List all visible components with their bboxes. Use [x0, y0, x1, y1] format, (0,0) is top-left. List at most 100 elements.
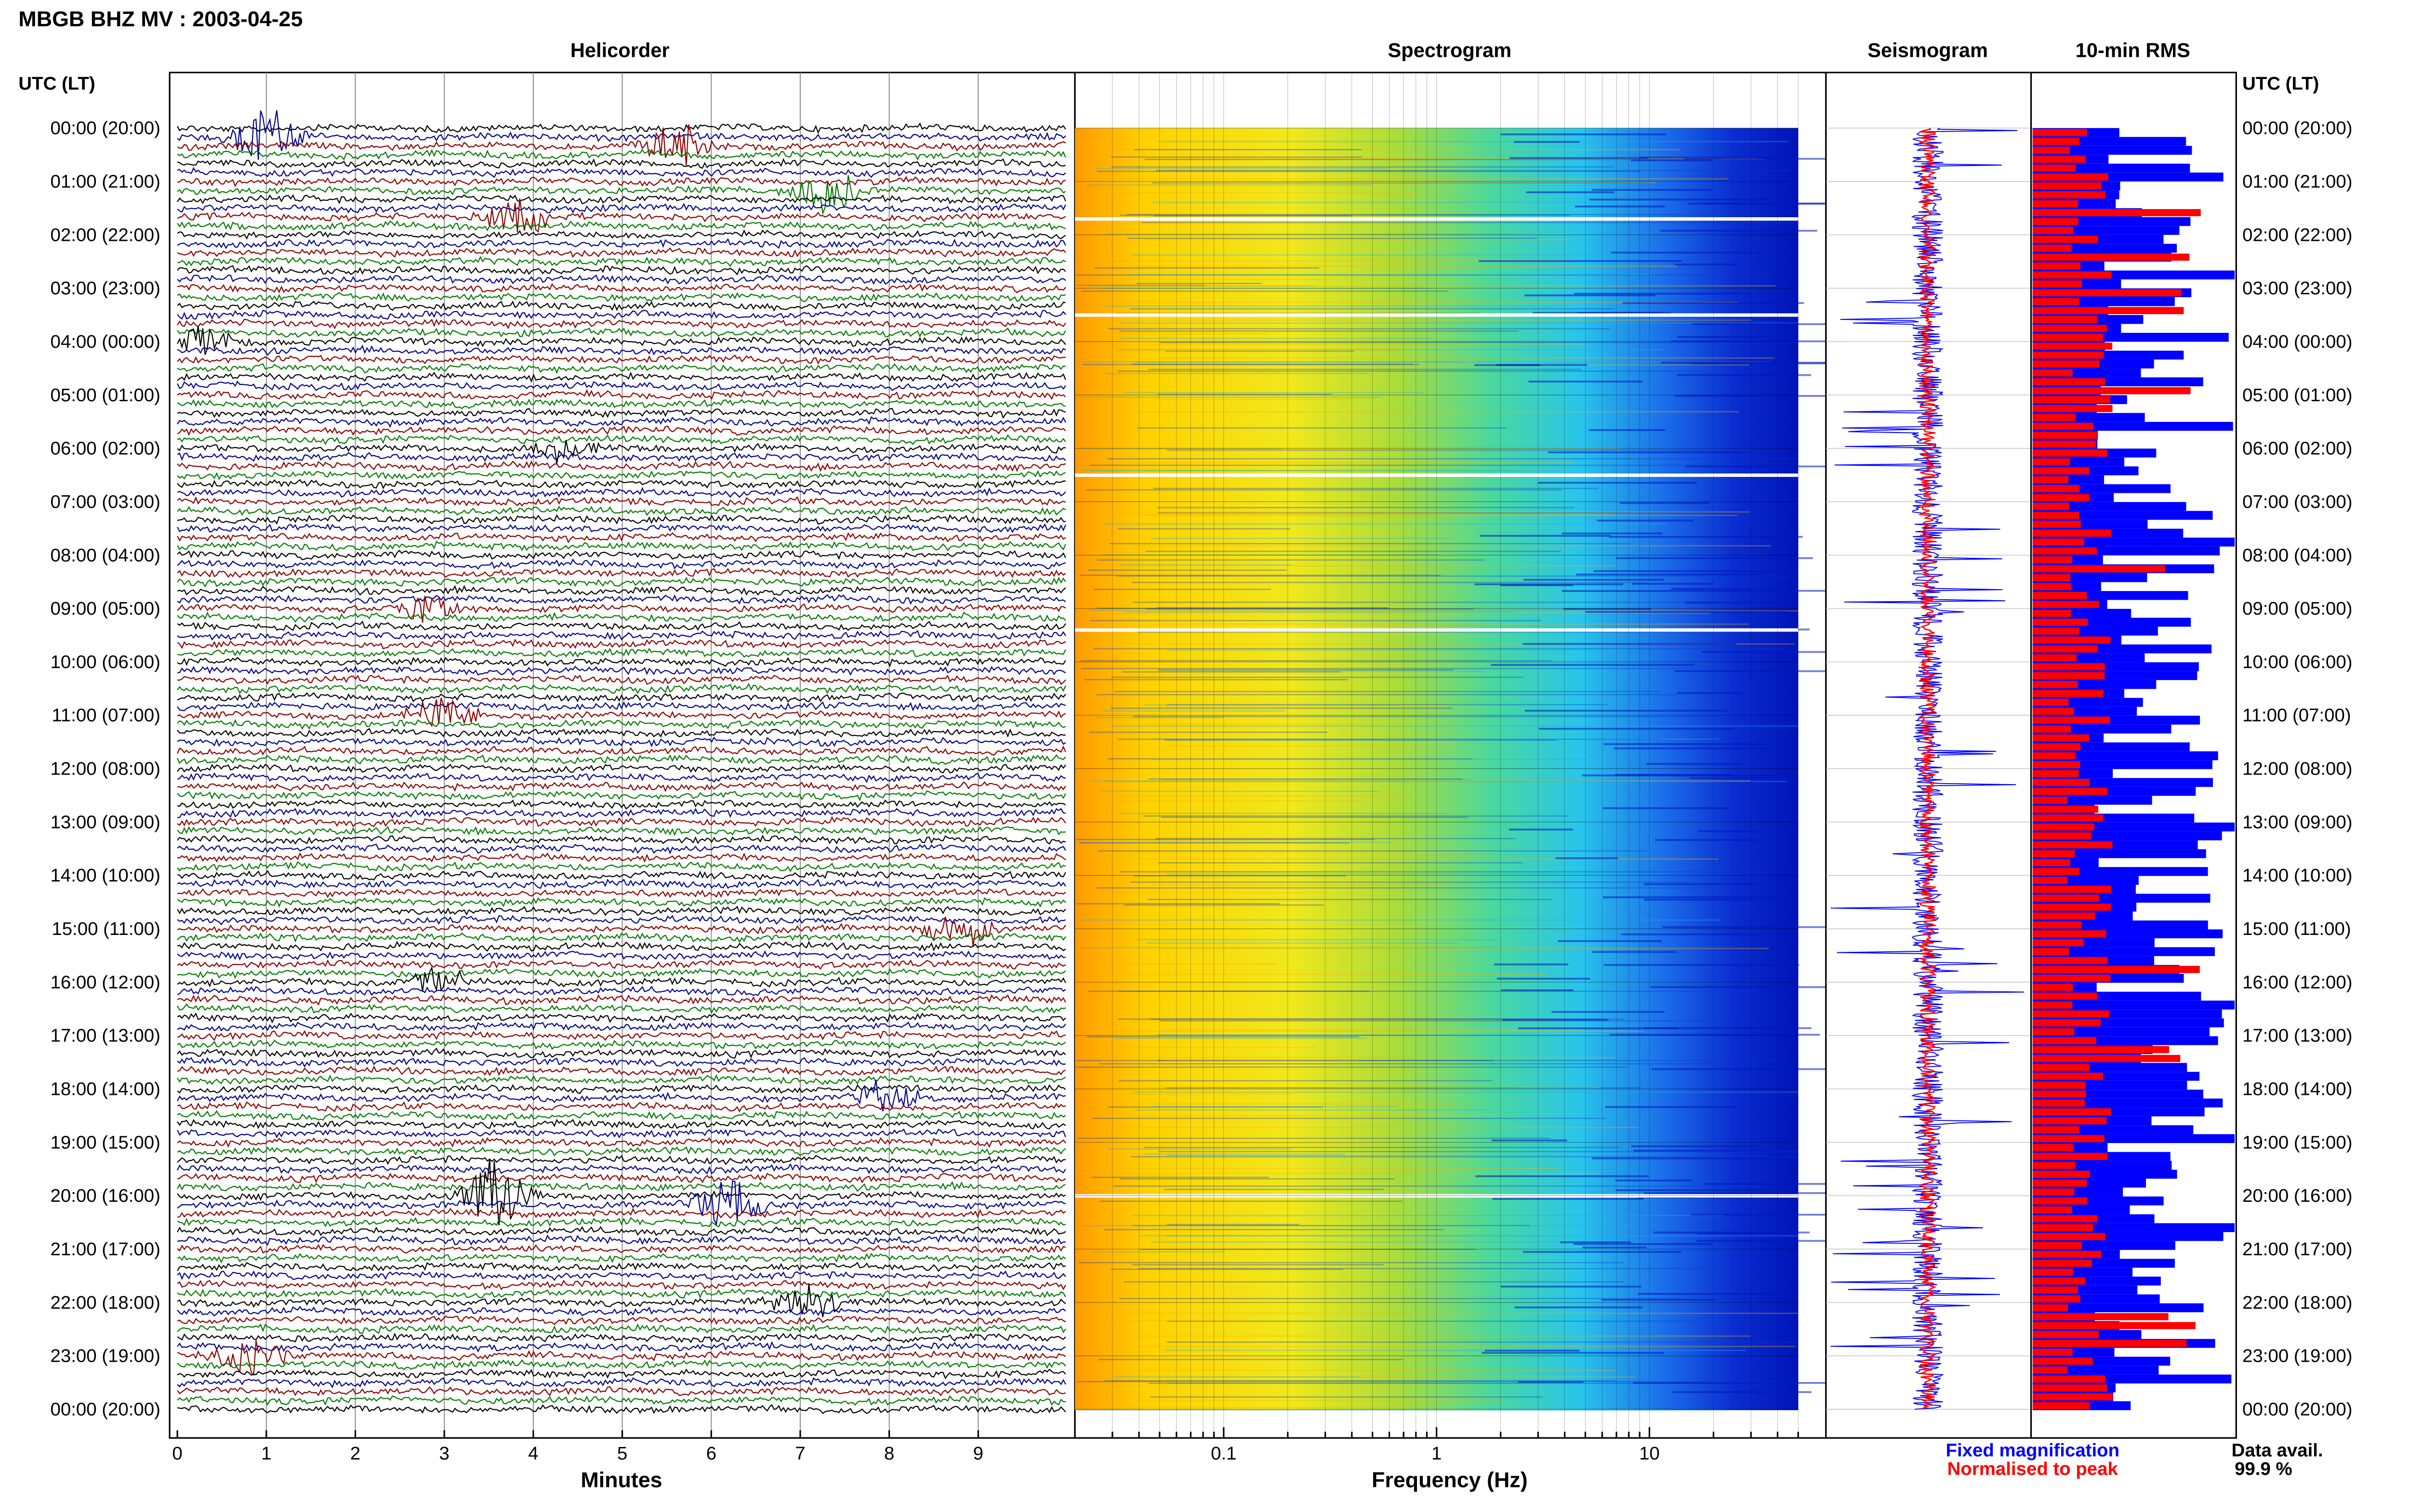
- spectrogram-xlabel: Frequency (Hz): [1372, 1468, 1528, 1492]
- helicorder-trace: [177, 1158, 1066, 1226]
- rms-bar-normalised: [2032, 868, 2079, 875]
- time-label-right: 00:00 (20:00): [2242, 1399, 2352, 1420]
- rms-bar-normalised: [2032, 1277, 2086, 1285]
- rms-bar-normalised: [2032, 1135, 2105, 1143]
- spectrogram-streak: [1132, 363, 1413, 365]
- spectrogram-streak: [1677, 336, 1769, 338]
- spectrogram-streak: [1080, 947, 1503, 948]
- spectrogram-streak: [1078, 1137, 1551, 1139]
- spectrogram-streak: [1646, 763, 1742, 765]
- rms-bar-normalised: [2032, 556, 2072, 564]
- helicorder-trace: [177, 932, 1066, 943]
- spectrogram-streak: [1106, 781, 1787, 782]
- spectrogram-streak: [1079, 575, 1441, 576]
- spectrogram-streak: [1560, 1241, 1631, 1243]
- spectrogram-streak: [1602, 807, 1730, 809]
- spectrogram-streak: [1509, 157, 1648, 159]
- spectrogram-streak: [1615, 1179, 1692, 1182]
- spectrogram-streak: [1126, 214, 1759, 215]
- rms-bar-normalised: [2032, 1144, 2074, 1151]
- spectrogram-streak: [1157, 507, 1575, 509]
- rms-bar-normalised: [2032, 432, 2097, 439]
- helicorder-trace: [177, 594, 1066, 605]
- helicorder-trace: [177, 772, 1066, 783]
- helicorder-trace: [177, 301, 1066, 312]
- rms-bar-normalised: [2032, 974, 2111, 982]
- spectrogram-streak: [1148, 1382, 1799, 1384]
- rms-bar-normalised: [2032, 521, 2081, 528]
- rms-bar-fixed: [2032, 947, 2215, 956]
- spectrogram-streak: [1104, 523, 1667, 525]
- spectrogram-streak: [1165, 1376, 1636, 1378]
- spectrogram-streak: [1562, 590, 1668, 592]
- helicorder-trace: [177, 175, 1066, 215]
- spectrogram-streak: [1677, 374, 1812, 376]
- spectrogram-streak: [1131, 254, 1618, 256]
- spectrogram-streak: [1077, 1168, 1559, 1170]
- spectrogram-streak: [1674, 263, 1738, 266]
- rms-bar-normalised: [2032, 1250, 2102, 1258]
- rms-bar-normalised: [2032, 138, 2079, 145]
- spectrogram-streak: [1539, 728, 1735, 730]
- helicorder-trace: [177, 1252, 1066, 1264]
- spectrogram-streak: [1113, 1038, 1367, 1039]
- rms-bar-normalised: [2032, 912, 2095, 920]
- rms-bar-normalised: [2032, 191, 2106, 198]
- spectrogram-streak: [1662, 926, 1835, 928]
- rms-bar-normalised: [2032, 253, 2190, 261]
- time-label-left: 14:00 (10:00): [51, 865, 160, 886]
- spectrogram-streak: [1643, 898, 1772, 901]
- rms-bar-normalised: [2032, 1081, 2086, 1089]
- spectrogram-streak: [1076, 285, 1205, 286]
- helicorder-trace: [177, 1137, 1066, 1148]
- spectrogram-streak: [1112, 1057, 1615, 1058]
- spectrogram-streak: [1144, 239, 1571, 240]
- spectrogram-streak: [1160, 670, 1485, 672]
- spectrogram-streak: [1164, 1188, 1384, 1190]
- helicorder-trace: [177, 906, 1066, 916]
- spectrogram-streak: [1591, 189, 1712, 191]
- spectrogram-streak: [1526, 191, 1615, 194]
- spectrogram-streak: [1132, 545, 1771, 547]
- rms-bar-normalised: [2032, 1161, 2076, 1169]
- spectrogram-streak: [1085, 260, 1572, 262]
- helicorder-trace: [177, 1065, 1066, 1077]
- spectrogram-streak: [1158, 357, 1774, 359]
- rms-bar-normalised: [2032, 716, 2110, 724]
- spectrogram-streak: [1589, 198, 1769, 201]
- rms-bar-normalised: [2032, 1179, 2087, 1187]
- rms-bar-normalised: [2032, 1340, 2187, 1347]
- spectrogram-streak: [1126, 274, 1652, 276]
- spectrogram-gap: [1075, 473, 1799, 477]
- helicorder-trace: [177, 870, 1066, 881]
- time-label-left: 17:00 (13:00): [51, 1026, 160, 1046]
- spectrogram-streak: [1518, 1381, 1584, 1383]
- spectrogram-streak: [1558, 940, 1662, 942]
- spectrogram-streak: [1609, 536, 1803, 538]
- spectrogram-streak: [1112, 725, 1799, 727]
- spectrogram-streak: [1118, 990, 1370, 992]
- spectrogram-streak: [1500, 133, 1666, 135]
- time-label-left: 19:00 (15:00): [51, 1132, 160, 1153]
- helicorder-trace: [177, 344, 1066, 356]
- helicorder-trace: [177, 950, 1066, 961]
- spectrogram-streak: [1137, 427, 1507, 429]
- rms-bar-normalised: [2032, 494, 2090, 501]
- spectrogram-streak: [1077, 267, 1271, 269]
- spectrogram-streak: [1639, 157, 1772, 159]
- time-label-right: 04:00 (00:00): [2242, 331, 2352, 352]
- helicorder-trace: [177, 1217, 1066, 1228]
- spectrogram-streak: [1081, 290, 1448, 292]
- rms-bar-normalised: [2032, 823, 2094, 831]
- spectrogram-streak: [1088, 569, 1287, 571]
- spectrogram-streak: [1112, 333, 1267, 334]
- helicorder-trace: [177, 1172, 1066, 1183]
- spectrogram-streak: [1117, 1018, 1624, 1020]
- helicorder-trace: [177, 1021, 1066, 1032]
- time-label-left: 06:00 (02:00): [51, 438, 160, 459]
- helicorder-trace: [177, 1284, 1066, 1317]
- seismogram-traces: [1830, 127, 2025, 1410]
- spectrogram-streak: [1133, 1225, 1530, 1226]
- spectrogram-streak: [1144, 158, 1756, 159]
- time-label-right: 18:00 (14:00): [2242, 1079, 2352, 1100]
